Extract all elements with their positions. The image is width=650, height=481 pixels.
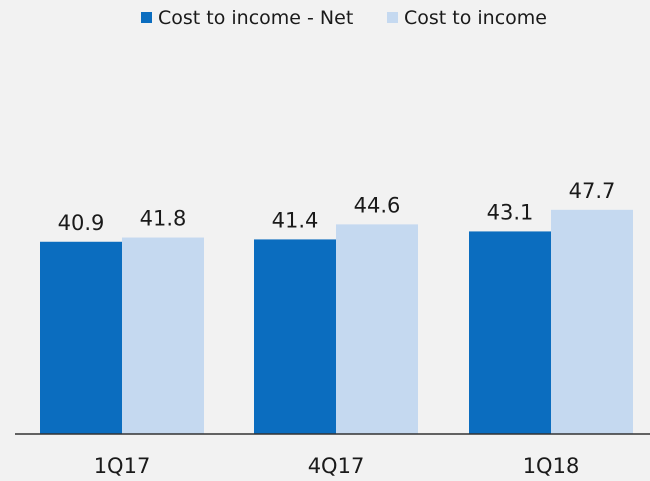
value-label-gross-4q17: 44.6: [354, 193, 401, 217]
x-tick-labels-group: 1Q17 4Q17 1Q18: [94, 454, 580, 478]
value-label-gross-1q18: 47.7: [569, 179, 616, 203]
x-tick-label-4q17: 4Q17: [308, 454, 365, 478]
value-label-net-4q17: 41.4: [272, 208, 319, 232]
bar-gross-4q17: [336, 224, 418, 434]
bar-net-4q17: [254, 239, 336, 434]
value-label-gross-1q17: 41.8: [140, 207, 187, 231]
bar-net-1q17: [40, 241, 122, 434]
bar-gross-1q18: [551, 209, 633, 434]
x-tick-label-1q18: 1Q18: [523, 454, 580, 478]
bar-net-1q18: [469, 231, 551, 434]
x-tick-label-1q17: 1Q17: [94, 454, 151, 478]
bars-group: [40, 209, 633, 434]
value-label-net-1q18: 43.1: [487, 200, 534, 224]
bar-gross-1q17: [122, 237, 204, 434]
legend-label-net: Cost to income - Net: [158, 7, 353, 29]
legend: Cost to income - Net Cost to income: [141, 7, 547, 29]
legend-label-gross: Cost to income: [404, 7, 547, 29]
value-label-net-1q17: 40.9: [58, 211, 105, 235]
legend-swatch-gross: [387, 12, 398, 23]
legend-swatch-net: [141, 12, 152, 23]
value-labels-group: 40.9 41.8 41.4 44.6 43.1 47.7: [58, 179, 616, 235]
